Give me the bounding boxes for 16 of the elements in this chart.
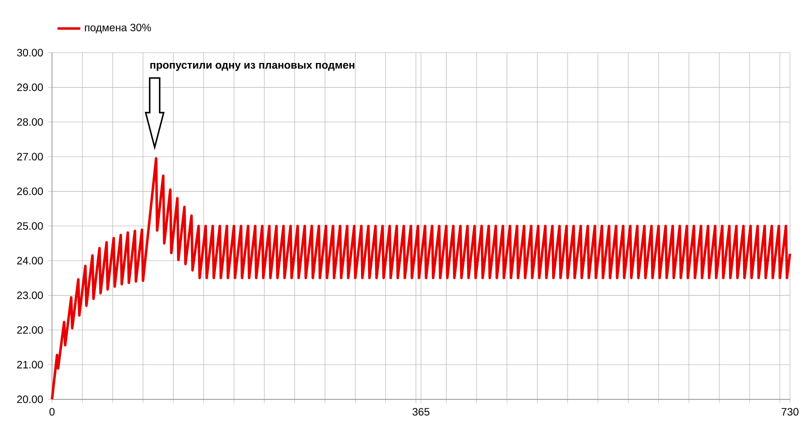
y-tick-label: 28.00 [17,118,43,126]
y-tick-label: 21.00 [17,360,43,368]
x-tick-label: 730 [782,408,798,416]
annotation: пропустили одну из плановых подмен [150,62,354,71]
y-tick-label: 25.00 [17,222,43,230]
x-tick-label: 0 [49,408,55,416]
y-tick-label: 27.00 [17,152,43,160]
y-tick-label: 22.00 [17,326,43,334]
y-tick-label: 20.00 [17,396,43,404]
x-tick-label: 365 [412,408,430,416]
y-tick-label: 30.00 [17,48,43,56]
y-tick-label: 23.00 [17,292,43,300]
legend-label: подмена 30% [84,24,151,34]
y-tick-label: 29.00 [17,84,43,92]
y-tick-label: 26.00 [17,188,43,196]
y-tick-label: 24.00 [17,256,43,264]
